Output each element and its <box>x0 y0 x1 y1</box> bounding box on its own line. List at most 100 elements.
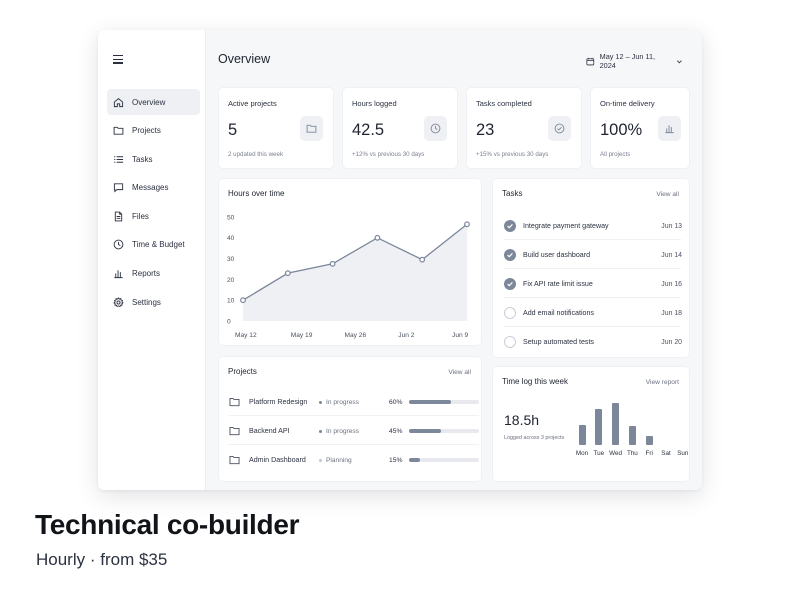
bar-chart-icon <box>114 270 123 279</box>
stat-sub: All projects <box>600 151 631 158</box>
stat-label: Tasks completed <box>476 99 532 108</box>
projects-title: Projects <box>228 367 257 376</box>
day-bar <box>595 409 603 445</box>
sidebar-item-settings[interactable]: Settings <box>107 289 200 315</box>
project-status-label: In progress <box>326 427 359 435</box>
task-label: Add email notifications <box>523 309 594 317</box>
stat-icon-box <box>548 116 571 141</box>
day-label: Wed <box>609 450 623 457</box>
date-range-label: May 12 – Jun 11, 2024 <box>599 52 656 70</box>
stat-value: 100% <box>600 121 643 139</box>
folder-icon <box>229 398 240 407</box>
chart-title: Hours over time <box>228 189 285 198</box>
status-dot <box>319 429 322 433</box>
y-tick-label: 40 <box>227 235 235 242</box>
task-due-date: Jun 18 <box>661 309 682 317</box>
check-circle-icon <box>554 123 565 134</box>
project-status: In progress <box>319 399 389 406</box>
task-due-date: Jun 16 <box>661 280 682 288</box>
project-row[interactable]: Admin Dashboard Planning 15% <box>229 452 479 468</box>
calendar-icon <box>586 57 595 65</box>
tasks-view-all-link[interactable]: View all <box>656 191 679 198</box>
time-log-title: Time log this week <box>502 377 568 386</box>
data-point <box>419 256 426 263</box>
menu-icon[interactable] <box>113 55 123 64</box>
sidebar: Overview Projects Tasks Messages Files T… <box>98 30 206 490</box>
project-name: Backend API <box>249 427 290 435</box>
task-row[interactable]: Integrate payment gateway Jun 13 <box>504 218 682 234</box>
folder-icon <box>229 456 240 465</box>
sidebar-item-label: Messages <box>132 183 169 193</box>
day-label: Mon <box>575 450 589 457</box>
area-fill <box>243 224 467 321</box>
day-label: Fri <box>645 450 653 457</box>
project-progress-bar <box>409 429 479 433</box>
project-progress-bar <box>409 400 479 404</box>
time-log-sub: Logged across 3 projects <box>504 435 565 441</box>
day-label: Tue <box>593 450 605 457</box>
date-range-picker[interactable]: May 12 – Jun 11, 2024 <box>580 51 688 71</box>
task-unchecked-icon[interactable] <box>504 307 516 319</box>
sidebar-item-tasks[interactable]: Tasks <box>107 146 200 172</box>
task-checked-icon[interactable] <box>504 249 516 261</box>
stat-icon-box <box>300 116 323 141</box>
task-row[interactable]: Fix API rate limit issue Jun 16 <box>504 276 682 292</box>
sidebar-item-projects[interactable]: Projects <box>107 118 200 144</box>
hours-area-chart: 0 10 20 30 40 50 May 12 May 19 May 26 Jun 2 Jun 9 <box>227 214 470 339</box>
sidebar-item-messages[interactable]: Messages <box>107 175 200 201</box>
day-label: Sat <box>661 450 671 457</box>
home-icon <box>113 97 124 107</box>
divider <box>504 297 681 298</box>
project-progress-fill <box>409 400 451 404</box>
divider <box>504 239 681 240</box>
stat-icon-box <box>424 116 447 141</box>
project-row[interactable]: Backend API In progress 45% <box>229 423 479 439</box>
sidebar-item-label: Overview <box>132 97 166 107</box>
task-row[interactable]: Setup automated tests Jun 20 <box>504 334 682 350</box>
x-tick-label: Jun 2 <box>398 332 414 339</box>
folder-icon <box>229 427 240 436</box>
project-status: Planning <box>319 457 389 464</box>
task-checked-icon[interactable] <box>504 220 516 232</box>
sidebar-item-label: Settings <box>132 297 161 307</box>
projects-view-all-link[interactable]: View all <box>448 369 471 376</box>
project-percent: 15% <box>389 456 403 464</box>
bar-chart-icon <box>665 125 674 134</box>
day-bar <box>578 424 586 445</box>
hero-title: Technical co-builder <box>35 509 300 540</box>
sidebar-item-overview[interactable]: Overview <box>107 89 200 115</box>
sidebar-item-files[interactable]: Files <box>107 203 200 229</box>
clock-icon <box>430 123 441 134</box>
page-title: Overview <box>218 52 271 66</box>
task-checked-icon[interactable] <box>504 278 516 290</box>
task-row[interactable]: Add email notifications Jun 18 <box>504 305 682 321</box>
data-point <box>329 260 336 267</box>
view-report-link[interactable]: View report <box>645 379 679 386</box>
sidebar-item-time-budget[interactable]: Time & Budget <box>107 232 200 258</box>
sidebar-item-label: Projects <box>132 126 161 136</box>
stat-value: 42.5 <box>352 121 385 139</box>
task-unchecked-icon[interactable] <box>504 336 516 348</box>
project-row[interactable]: Platform Redesign In progress 60% <box>229 394 479 410</box>
stat-card-active-projects: Active projects 5 2 updated this week <box>218 87 334 169</box>
project-status-label: Planning <box>326 456 352 464</box>
project-status: In progress <box>319 428 389 435</box>
stat-value: 23 <box>476 121 495 139</box>
time-log-total: 18.5h <box>504 412 540 428</box>
project-percent: 45% <box>389 427 403 435</box>
stat-label: Active projects <box>228 99 277 108</box>
x-tick-label: May 26 <box>345 332 367 339</box>
data-point <box>240 297 246 304</box>
tasks-title: Tasks <box>502 189 523 198</box>
stat-sub: +12% vs previous 30 days <box>352 151 425 158</box>
sidebar-item-reports[interactable]: Reports <box>107 261 200 287</box>
data-point <box>464 221 470 228</box>
task-row[interactable]: Build user dashboard Jun 14 <box>504 247 682 263</box>
project-progress-bar <box>409 458 479 462</box>
sidebar-item-label: Reports <box>132 269 161 279</box>
stat-card-hours-logged: Hours logged 42.5 +12% vs previous 30 da… <box>342 87 458 169</box>
chat-icon <box>113 183 124 193</box>
stat-sub: +15% vs previous 30 days <box>476 151 549 158</box>
project-name: Admin Dashboard <box>249 456 306 464</box>
stat-sub: 2 updated this week <box>228 151 284 158</box>
